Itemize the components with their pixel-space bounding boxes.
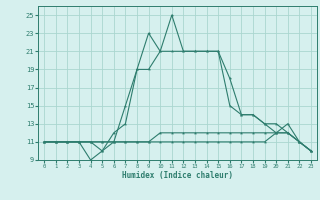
X-axis label: Humidex (Indice chaleur): Humidex (Indice chaleur) (122, 171, 233, 180)
